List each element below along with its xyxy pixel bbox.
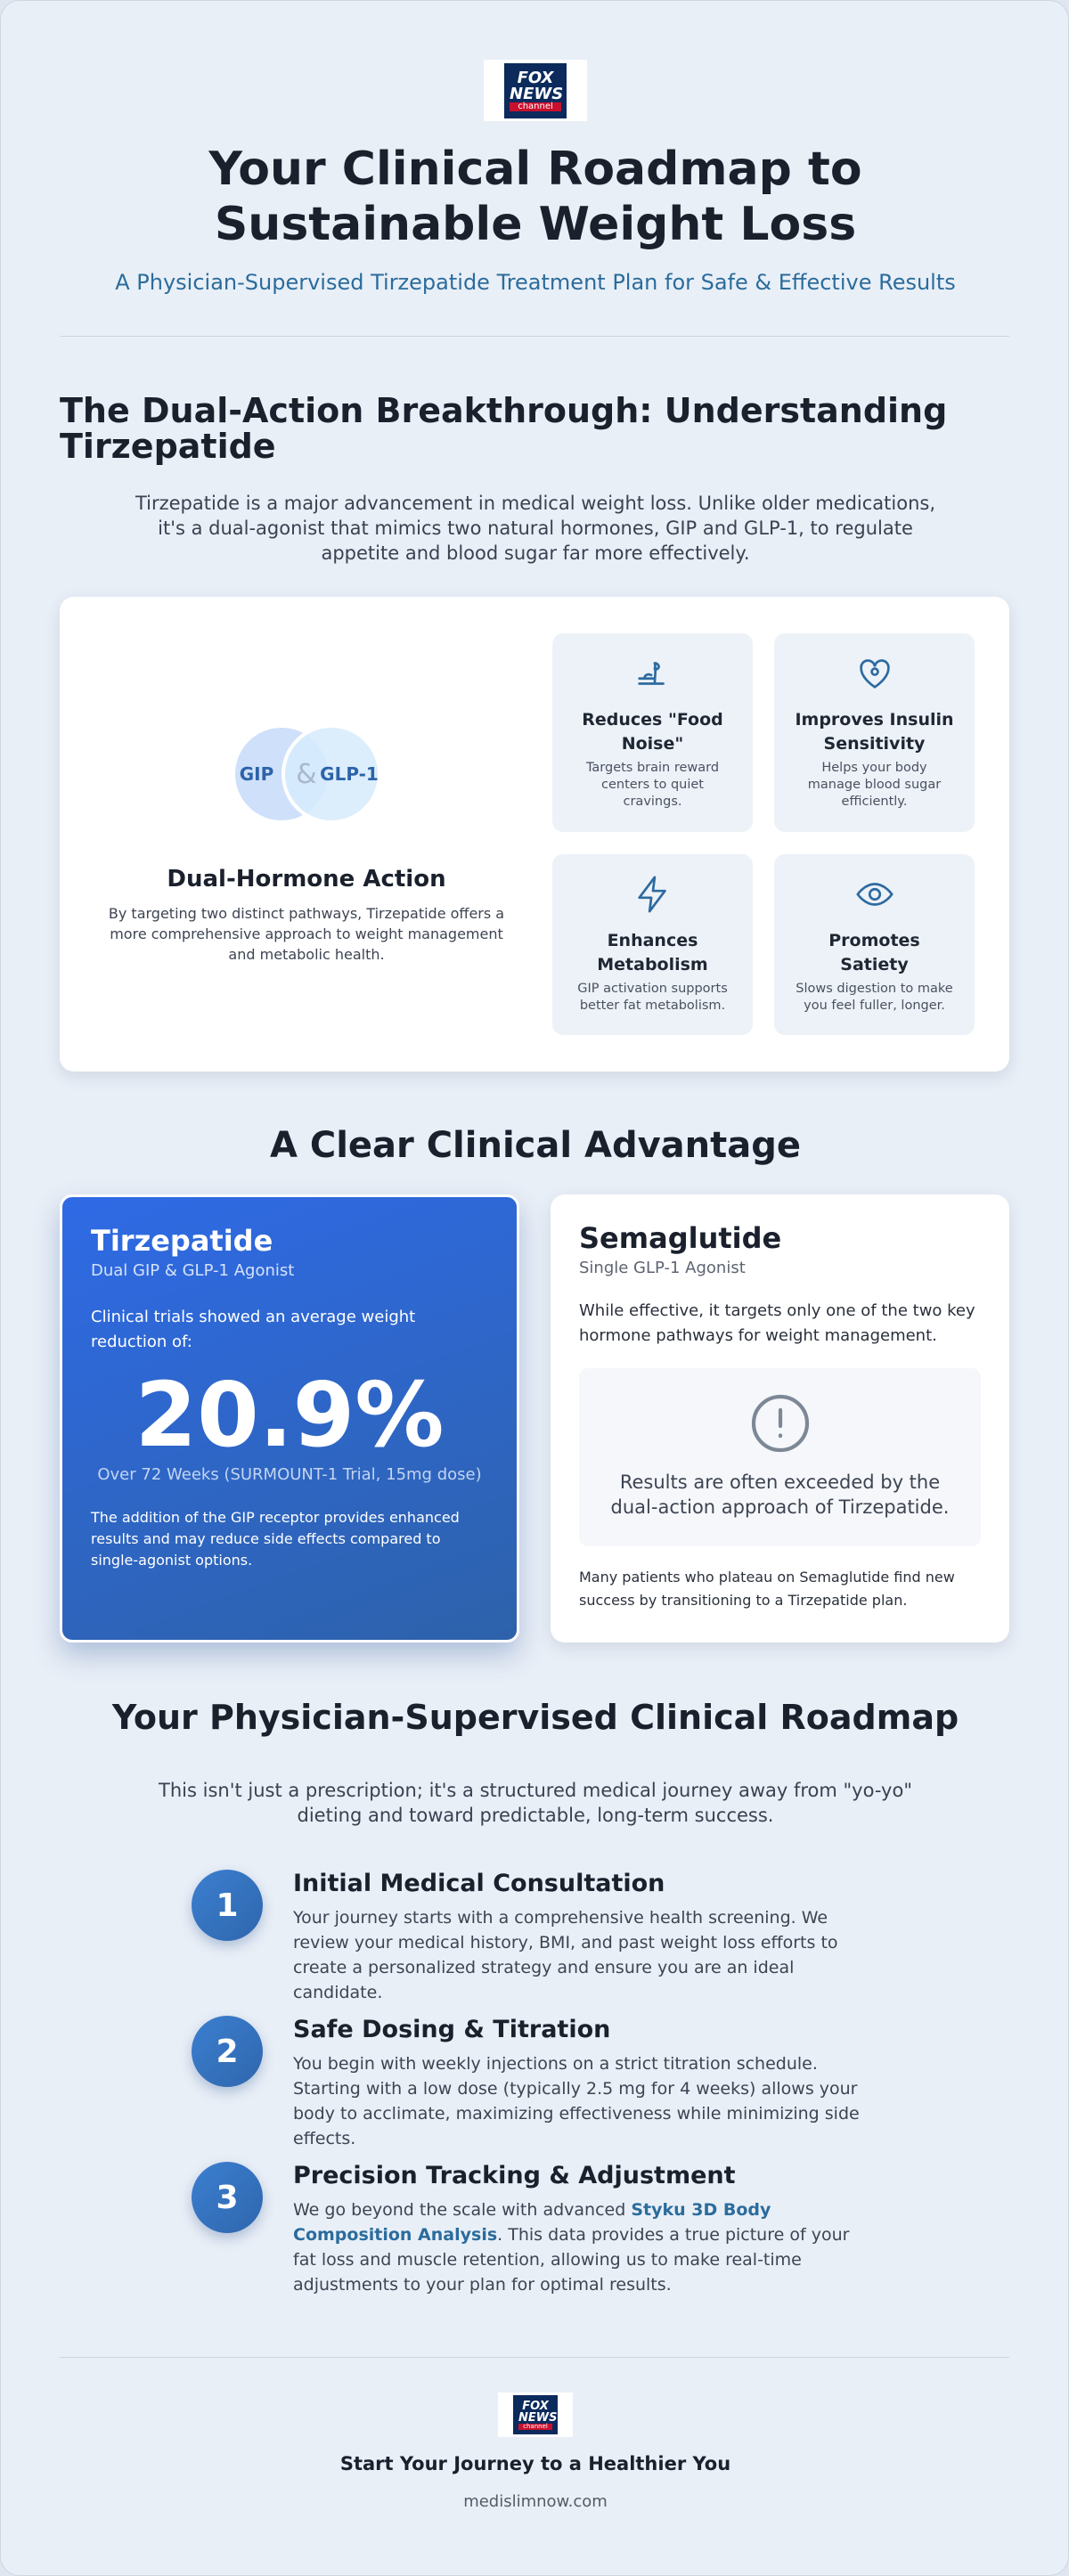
step-title: Precision Tracking & Adjustment [293, 2162, 736, 2189]
drug-subtitle: Single GLP-1 Agonist [579, 1259, 746, 1277]
feature-description: Targets brain reward centers to quiet cr… [585, 761, 720, 809]
subtitle: A Physician-Supervised Tirzepatide Treat… [115, 270, 956, 295]
tirzepatide-card: Tirzepatide Dual GIP & GLP-1 Agonist Cli… [60, 1194, 519, 1643]
step-number: 1 [192, 1870, 263, 1941]
step-text-part: . This data provides a true picture of y… [293, 2225, 850, 2295]
step-title: Initial Medical Consultation [293, 1870, 665, 1897]
venn-diagram: GIP & GLP-1 [232, 724, 381, 824]
divider [60, 336, 1009, 337]
drug-subtitle: Dual GIP & GLP-1 Agonist [91, 1261, 295, 1280]
feature-description: Helps your body manage blood sugar effic… [807, 761, 942, 809]
callout-text: Results are often exceeded by the dual-a… [610, 1471, 950, 1518]
logo: FOX NEWS channel [484, 60, 587, 121]
logo-text: channel [510, 102, 561, 111]
callout: Results are often exceeded by the dual-a… [579, 1368, 981, 1546]
stat: 20.9% [135, 1363, 445, 1467]
drug-footer: Many patients who plateau on Semaglutide… [579, 1569, 955, 1609]
logo-text: NEWS [518, 2410, 558, 2425]
title: Your Clinical Roadmap to Sustainable Wei… [208, 143, 862, 251]
step-text: You begin with weekly injections on a st… [293, 2054, 860, 2148]
feature-icon [855, 883, 894, 906]
drug-lead: While effective, it targets only one of … [579, 1301, 975, 1345]
semaglutide-card: Semaglutide Single GLP-1 Agonist While e… [551, 1194, 1009, 1643]
venn-circle [282, 724, 381, 824]
footer-logo: FOX NEWS channel [498, 2393, 573, 2437]
footer-cta: Start Your Journey to a Healthier You [339, 2453, 731, 2474]
logo-text: FOX [522, 2399, 549, 2413]
feature-tile: Enhances Metabolism GIP activation suppo… [552, 854, 753, 1035]
dual-card: GIP & GLP-1 Dual-Hormone Action By targe… [60, 597, 1009, 1072]
feature-title: Promotes Satiety [828, 931, 920, 974]
feature-title: Enhances Metabolism [597, 931, 708, 974]
card-description: By targeting two distinct pathways, Tirz… [108, 905, 505, 963]
section-heading: A Clear Clinical Advantage [269, 1125, 802, 1166]
venn-symbol: & [296, 759, 316, 790]
drug-name: Semaglutide [579, 1221, 782, 1255]
feature-tile: Promotes Satiety Slows digestion to make… [774, 854, 975, 1035]
footer-url: medislimnow.com [463, 2492, 608, 2511]
roadmap-intro: This isn't just a prescription; it's a s… [159, 1780, 912, 1826]
feature-description: GIP activation supports better fat metab… [577, 982, 728, 1013]
drug-body: The addition of the GIP receptor provide… [91, 1509, 460, 1569]
drug-name: Tirzepatide [91, 1224, 273, 1258]
logo-box: FOX NEWS channel [513, 2395, 558, 2434]
logo-text: channel [518, 2423, 552, 2430]
drug-lead: Clinical trials showed an average weight… [91, 1308, 416, 1351]
intro-paragraph: Tirzepatide is a major advancement in me… [135, 493, 936, 564]
feature-tile: Improves Insulin Sensitivity Helps your … [774, 633, 975, 832]
logo-text: FOX [517, 68, 554, 87]
step-highlight: Styku 3D Body Composition Analysis [293, 2200, 771, 2245]
section-heading: The Dual-Action Breakthrough: Understand… [60, 391, 948, 466]
feature-tile: Reduces "Food Noise" Targets brain rewar… [552, 633, 753, 832]
feature-title: Reduces "Food Noise" [582, 710, 723, 754]
step-text-part: We go beyond the scale with advanced [293, 2200, 632, 2220]
step-text: Your journey starts with a comprehensive… [293, 1908, 838, 2002]
stat-note: Over 72 Weeks (SURMOUNT-1 Trial, 15mg do… [97, 1465, 482, 1484]
step-number: 2 [192, 2016, 263, 2087]
section-heading: Your Physician-Supervised Clinical Roadm… [111, 1698, 959, 1737]
feature-icon [859, 659, 890, 689]
venn-label: GLP-1 [320, 763, 379, 785]
step-text: We go beyond the scale with advanced Sty… [293, 2197, 872, 2297]
feature-title: Improves Insulin Sensitivity [795, 710, 954, 754]
feature-icon [637, 662, 665, 685]
card-title: Dual-Hormone Action [167, 866, 446, 893]
divider [60, 2357, 1009, 2358]
feature-description: Slows digestion to make you feel fuller,… [796, 982, 953, 1013]
feature-icon [637, 876, 666, 913]
venn-label: GIP [240, 763, 274, 785]
alert-icon [751, 1394, 809, 1453]
step-title: Safe Dosing & Titration [293, 2016, 611, 2043]
step-number: 3 [192, 2162, 263, 2233]
logo-box: FOX NEWS channel [504, 62, 567, 118]
logo-text: NEWS [510, 84, 564, 103]
